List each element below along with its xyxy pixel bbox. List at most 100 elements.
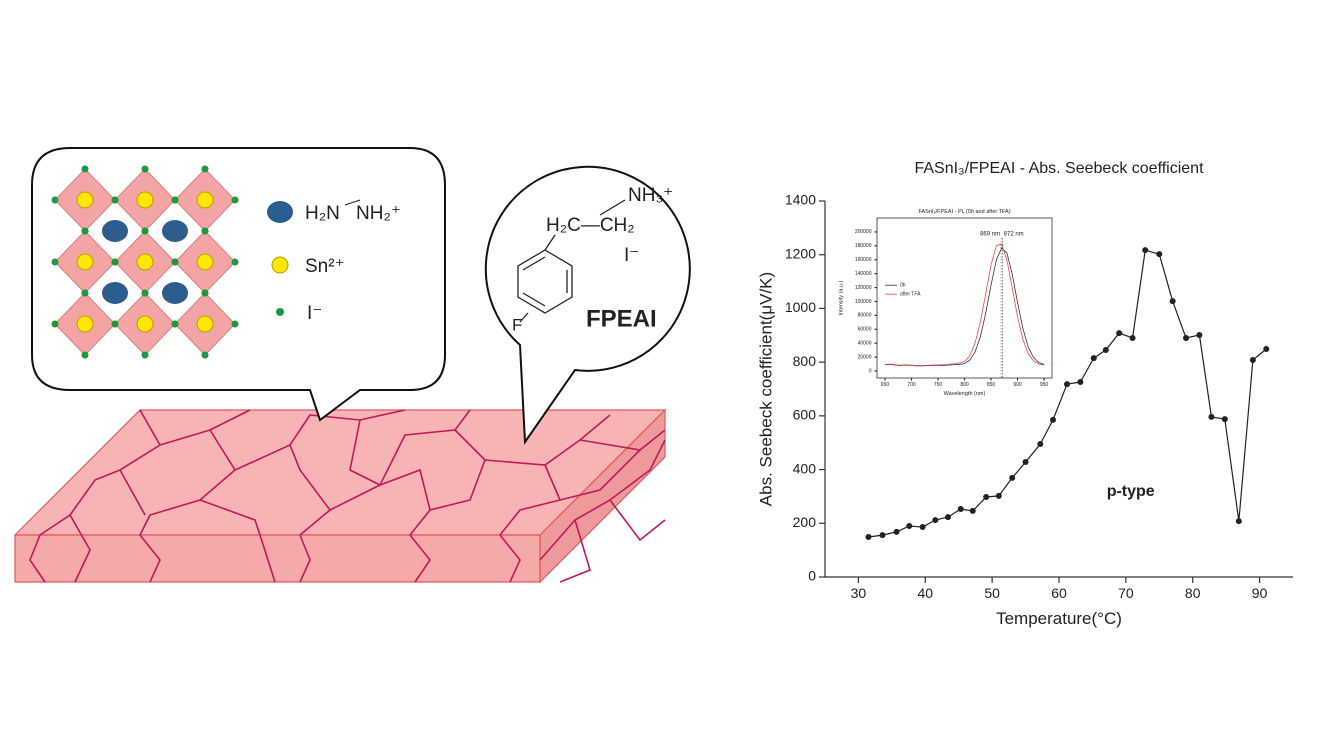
data-point (1263, 345, 1270, 352)
data-point (995, 492, 1002, 499)
y-tick-label: 1200 (785, 245, 816, 261)
y-tick-label: 100000 (855, 299, 872, 305)
i-ion (81, 165, 89, 173)
i-ion (141, 227, 149, 235)
sn-ion (196, 191, 214, 209)
x-tick-label: 40 (917, 585, 933, 601)
sn-ion (76, 315, 94, 333)
data-point (1102, 347, 1109, 354)
i-ion (51, 320, 59, 328)
data-point (865, 533, 872, 540)
y-tick-label: 80000 (858, 313, 872, 319)
legend-sn (271, 256, 289, 274)
annotation: p-type (1107, 483, 1155, 500)
i-ion (81, 351, 89, 359)
sn-ion (76, 191, 94, 209)
data-point (1049, 416, 1056, 423)
data-point (1156, 251, 1163, 258)
data-point (1142, 247, 1149, 254)
i-ion (201, 351, 209, 359)
data-point (893, 528, 900, 535)
x-tick-label: 50 (984, 585, 1000, 601)
i-ion (231, 196, 239, 204)
data-point (957, 506, 964, 513)
data-point (969, 507, 976, 514)
x-tick-label: 850 (987, 382, 996, 388)
i-ion (141, 165, 149, 173)
data-point (1235, 518, 1242, 525)
x-tick-label: 90 (1252, 585, 1268, 601)
data-point (1249, 356, 1256, 363)
legend-label: NH₂⁺ (356, 203, 401, 224)
i-ion (141, 351, 149, 359)
y-axis-label: Abs. Seebeck coefficient(μV/K) (756, 272, 775, 506)
x-axis-label: Temperature(°C) (996, 609, 1122, 628)
perovskite-film (13, 408, 667, 584)
i-ion (201, 165, 209, 173)
sn-ion (196, 315, 214, 333)
y-tick-label: 200000 (855, 229, 872, 235)
i-ion (231, 258, 239, 266)
data-point (1022, 459, 1029, 466)
data-line (884, 243, 1045, 366)
x-tick-label: 70 (1118, 585, 1134, 601)
legend-label: after TFA (900, 292, 921, 298)
bond (344, 199, 361, 206)
data-point (919, 524, 926, 531)
x-tick-label: 80 (1185, 585, 1201, 601)
i-ion (51, 196, 59, 204)
legend-fa (267, 201, 293, 223)
y-tick-label: 40000 (858, 341, 872, 347)
y-tick-label: 400 (793, 460, 817, 476)
i-ion (81, 289, 89, 297)
fa-cation (102, 282, 128, 304)
plot-frame (876, 217, 1053, 379)
y-tick-label: 600 (793, 407, 817, 423)
x-tick-label: 750 (934, 382, 943, 388)
y-tick-label: 800 (793, 353, 817, 369)
data-point (1183, 334, 1190, 341)
y-tick-label: 60000 (858, 327, 872, 333)
molecule-label: F (512, 315, 522, 334)
peak-label: 869 nm (980, 232, 1000, 238)
molecule-label: H₂C—CH₂ (546, 215, 635, 236)
y-tick-label: 20000 (858, 354, 872, 360)
i-ion (81, 227, 89, 235)
i-ion (111, 196, 119, 204)
x-axis-label: Wavelength (nm) (944, 391, 986, 397)
data-point (1196, 332, 1203, 339)
i-ion (111, 320, 119, 328)
i-ion (111, 258, 119, 266)
x-tick-label: 950 (1040, 382, 1049, 388)
sn-ion (136, 253, 154, 271)
i-ion (231, 320, 239, 328)
data-point (1129, 334, 1136, 341)
data-point (1064, 381, 1071, 388)
data-point (1077, 379, 1084, 386)
i-ion (201, 227, 209, 235)
peak-label: 872 nm (1004, 232, 1024, 238)
data-point (1221, 416, 1228, 423)
i-ion (201, 289, 209, 297)
chart-title: FASnI₃/FPEAI - PL (0h and after TFA) (918, 209, 1010, 215)
data-point (1116, 330, 1123, 337)
crystal-lattice (51, 165, 239, 359)
data-point (1090, 355, 1097, 362)
x-tick-label: 900 (1013, 382, 1022, 388)
i-ion (141, 289, 149, 297)
data-point (1169, 298, 1176, 305)
x-tick-label: 60 (1051, 585, 1067, 601)
speech-bubble (484, 165, 691, 445)
legend-label: I⁻ (307, 303, 322, 324)
y-tick-label: 1400 (785, 192, 816, 208)
fa-cation (162, 220, 188, 242)
molecule-label: NH₃⁺ (628, 185, 673, 206)
y-axis-label: Intensity (a.u.) (838, 280, 844, 315)
i-ion (171, 196, 179, 204)
legend-i (276, 308, 284, 316)
fa-cation (162, 282, 188, 304)
molecule-label: I⁻ (624, 245, 639, 266)
sn-ion (136, 315, 154, 333)
y-tick-label: 1000 (785, 299, 816, 315)
